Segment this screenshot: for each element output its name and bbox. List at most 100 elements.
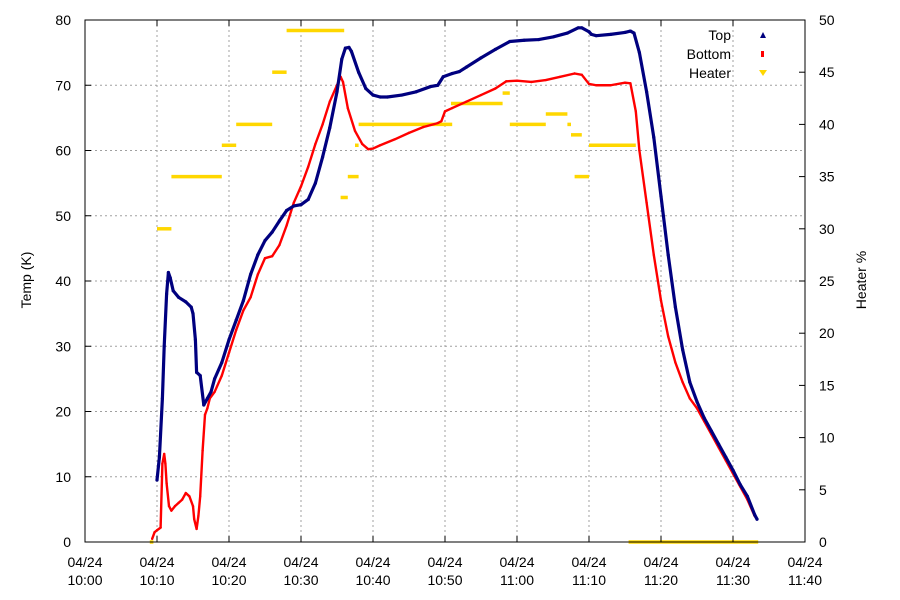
data-point-bottom (371, 147, 375, 150)
left-y-tick-labels: 0 10 20 30 40 50 60 70 80 (55, 12, 71, 550)
data-point-top (378, 95, 382, 99)
data-point-bottom (278, 243, 281, 247)
data-point-top (256, 253, 260, 257)
tick-marks (84, 19, 806, 543)
data-point-bottom (341, 80, 345, 84)
data-point-top (688, 380, 692, 384)
y2-tick-label: 45 (819, 64, 835, 80)
y-tick-label: 0 (63, 534, 71, 550)
data-point-bottom (479, 93, 483, 97)
y2-tick-label: 40 (819, 116, 835, 132)
y2-tick-label: 5 (819, 482, 827, 498)
data-point-top (160, 396, 164, 401)
data-point-bottom (159, 526, 162, 529)
y-tick-label: 40 (55, 273, 71, 289)
data-point-top (587, 30, 591, 34)
data-point-top (162, 344, 166, 348)
data-point-top (347, 45, 351, 50)
data-point-bottom (155, 529, 159, 532)
x-tick-label-time: 10:10 (139, 572, 174, 588)
data-point-top (731, 468, 735, 472)
data-point-bottom (629, 82, 632, 85)
legend-marker-shape (761, 51, 764, 57)
data-point-bottom (242, 309, 245, 312)
y-tick-label: 30 (55, 338, 71, 354)
data-point-bottom (530, 80, 533, 84)
x-tick-label-date: 04/24 (787, 554, 822, 570)
data-point-bottom (695, 407, 699, 410)
data-point-top (195, 370, 199, 374)
data-point-top (673, 305, 678, 309)
y2-tick-label: 30 (819, 221, 835, 237)
data-point-bottom (494, 87, 497, 90)
data-point-bottom (638, 149, 641, 152)
grid-lines (85, 20, 805, 542)
data-point-bottom (580, 73, 583, 77)
data-point-bottom (407, 131, 411, 135)
data-point-bottom (659, 299, 663, 302)
x-tick-label-date: 04/24 (139, 554, 174, 570)
data-point-bottom (197, 514, 200, 518)
data-point-bottom (206, 407, 209, 410)
x-tick-label-date: 04/24 (499, 554, 534, 570)
data-point-top (371, 93, 375, 97)
data-point-bottom (674, 361, 677, 364)
data-point-top (508, 39, 512, 44)
x-tick-labels: 04/24 10:00 04/24 10:10 04/24 10:20 04/24 10:30… (67, 554, 822, 588)
x-tick-label-time: 11:00 (500, 572, 534, 588)
data-point-top (637, 51, 642, 55)
series-top (155, 26, 759, 521)
data-point-top (632, 31, 636, 35)
data-point-top (652, 135, 656, 140)
x-tick-label-time: 11:10 (572, 572, 606, 588)
data-point-top (666, 253, 670, 257)
data-point-top (576, 26, 580, 30)
data-point-bottom (361, 142, 364, 146)
data-point-bottom (451, 106, 454, 110)
legend-marker-bottom (761, 51, 764, 57)
data-point-bottom (163, 452, 166, 456)
y2-tick-label: 15 (819, 377, 835, 393)
legend-marker-heater (759, 70, 767, 76)
data-point-top (166, 270, 170, 275)
data-point-bottom (173, 504, 177, 508)
data-point-top (738, 482, 742, 487)
data-point-bottom (227, 351, 231, 354)
data-point-bottom (623, 81, 627, 84)
data-point-bottom (688, 397, 691, 400)
data-point-top (313, 181, 317, 185)
data-point-bottom (170, 509, 173, 512)
data-point-top (414, 90, 418, 94)
data-point-top (193, 338, 197, 342)
legend-marker-top (760, 32, 766, 38)
data-point-top (155, 478, 159, 482)
data-point-bottom (193, 517, 196, 521)
y-tick-label: 50 (55, 208, 71, 224)
data-point-top (609, 32, 613, 36)
data-point-top (493, 47, 497, 51)
data-point-top (717, 442, 721, 446)
x-tick-label-date: 04/24 (571, 554, 606, 570)
data-point-bottom (559, 75, 562, 78)
y-tick-label: 20 (55, 404, 71, 420)
data-point-bottom (307, 165, 310, 169)
data-point-top (385, 95, 389, 99)
data-point-top (306, 197, 310, 202)
y-tick-label: 70 (55, 77, 71, 93)
data-point-bottom (645, 201, 648, 204)
data-point-bottom (587, 82, 591, 86)
data-point-top (205, 396, 209, 401)
data-point-bottom (667, 335, 670, 338)
data-point-top (753, 513, 757, 517)
data-point-top (659, 194, 663, 198)
data-point-top (277, 219, 281, 223)
data-point-top (580, 26, 584, 30)
data-point-bottom (353, 129, 357, 133)
data-point-bottom (184, 491, 187, 495)
data-point-top (537, 37, 541, 42)
data-point-bottom (165, 482, 168, 485)
data-point-top (299, 203, 303, 207)
y-tick-label: 60 (55, 143, 71, 159)
legend-marker-shape (759, 70, 767, 76)
data-point-top (321, 155, 325, 159)
